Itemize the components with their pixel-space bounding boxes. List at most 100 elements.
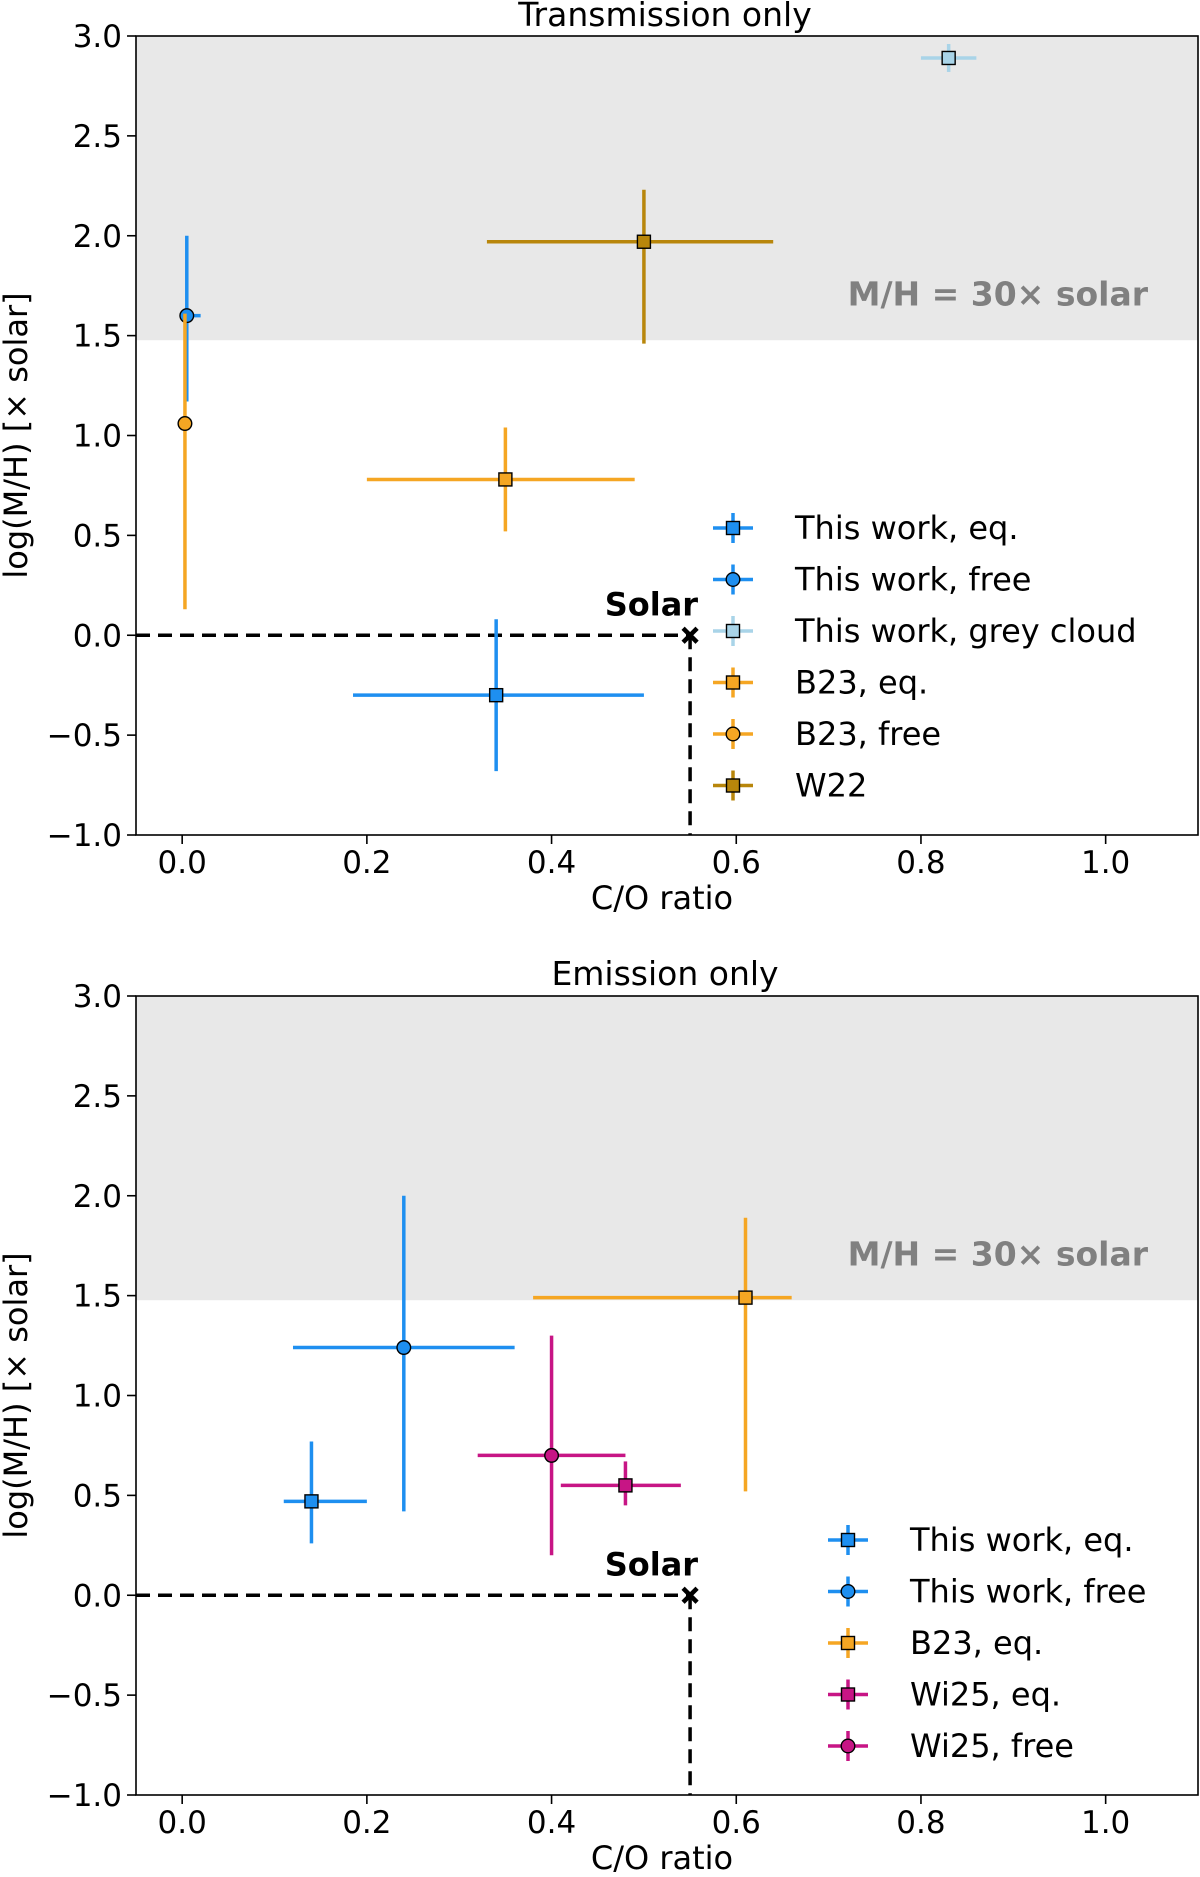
shaded-region-label: M/H = 30× solar	[848, 1235, 1149, 1274]
legend-marker	[725, 623, 741, 639]
series-3	[560, 1461, 681, 1506]
x-tick-label: 0.4	[527, 845, 576, 881]
y-tick-label: 1.5	[73, 1279, 122, 1315]
x-tick-label: 0.0	[158, 1805, 207, 1841]
series-4	[177, 313, 193, 610]
shaded-region	[136, 36, 1198, 341]
legend-label: This work, free	[794, 561, 1031, 599]
y-tick-label: 2.0	[73, 1179, 122, 1215]
y-tick-label: 0.5	[73, 518, 122, 554]
legend-entry: Wi25, free	[828, 1727, 1074, 1765]
solar-marker	[681, 626, 699, 644]
legend-label: Wi25, eq.	[910, 1676, 1061, 1714]
legend-marker	[840, 1687, 856, 1702]
legend-marker	[725, 726, 741, 742]
legend-label: W22	[795, 767, 867, 805]
data-point	[636, 234, 652, 249]
panel-transmission: M/H = 30× solar Solar 0.0 0.2 0.4 0.6 0.8 1.0 −1…	[0, 0, 1199, 917]
y-tick-label: −0.5	[47, 718, 122, 754]
y-tick-label: 0.0	[73, 618, 122, 654]
series-0	[353, 619, 644, 772]
legend-marker	[840, 1532, 856, 1548]
legend: This work, eq. This work, free This work, …	[713, 509, 1137, 805]
x-tick-label: 0.0	[158, 845, 207, 881]
y-tick-label: −1.0	[47, 818, 122, 854]
y-tick-label: −1.0	[47, 1778, 122, 1814]
legend-entry: This work, grey cloud	[713, 612, 1137, 650]
data-point	[179, 308, 195, 324]
y-tick-label: 1.5	[73, 319, 122, 355]
legend-marker	[840, 1583, 856, 1599]
legend-entry: This work, eq.	[713, 509, 1019, 547]
x-axis-label: C/O ratio	[591, 1839, 733, 1877]
series-5	[486, 189, 774, 344]
legend-marker	[840, 1738, 856, 1754]
legend-marker	[725, 778, 741, 793]
y-tick-label: 0.5	[73, 1478, 122, 1514]
legend-marker	[725, 675, 741, 690]
data-point	[618, 1478, 633, 1493]
x-tick-label: 0.2	[342, 1805, 391, 1841]
legend-entry: B23, eq.	[713, 664, 928, 702]
series-3	[366, 427, 635, 532]
data-point	[396, 1340, 412, 1356]
data-point	[941, 50, 956, 66]
x-tick-label: 1.0	[1081, 845, 1130, 881]
legend-marker	[725, 520, 741, 536]
panel-emission: M/H = 30× solar Solar 0.0 0.2 0.4 0.6 0.8 1.0 −1…	[0, 954, 1199, 1877]
series-0	[283, 1441, 367, 1544]
legend-label: This work, eq.	[909, 1521, 1134, 1559]
series-4	[477, 1335, 626, 1556]
y-tick-label: 3.0	[73, 979, 122, 1015]
panel-title: Transmission only	[517, 0, 811, 34]
legend-label: This work, free	[909, 1573, 1146, 1611]
legend-entry: This work, free	[828, 1573, 1146, 1611]
y-tick-label: 0.0	[73, 1578, 122, 1614]
legend: This work, eq. This work, free B23, eq. Wi2…	[828, 1521, 1146, 1765]
x-tick-label: 0.8	[896, 1805, 945, 1841]
y-tick-label: 1.0	[73, 1379, 122, 1415]
legend-label: B23, free	[795, 715, 941, 753]
series-2	[533, 1217, 792, 1492]
legend-entry: W22	[713, 767, 867, 805]
legend-label: This work, eq.	[794, 509, 1019, 547]
y-tick-label: 2.5	[73, 1079, 122, 1115]
x-tick-label: 0.2	[342, 845, 391, 881]
data-point	[177, 416, 193, 432]
data-point	[488, 687, 504, 703]
x-tick-label: 1.0	[1081, 1805, 1130, 1841]
x-tick-label: 0.8	[896, 845, 945, 881]
solar-label: Solar	[605, 585, 699, 623]
x-axis-label: C/O ratio	[591, 879, 733, 917]
shaded-region-label: M/H = 30× solar	[848, 275, 1149, 314]
series-1	[292, 1195, 515, 1512]
legend-marker	[725, 572, 741, 588]
legend-label: Wi25, free	[910, 1727, 1074, 1765]
legend-label: B23, eq.	[910, 1624, 1043, 1662]
legend-entry: This work, eq.	[828, 1521, 1134, 1559]
y-tick-label: 2.5	[73, 119, 122, 155]
y-tick-label: 1.0	[73, 419, 122, 455]
y-axis-label: log(M/H) [× solar]	[0, 1252, 35, 1538]
solar-label: Solar	[605, 1545, 699, 1583]
series-2	[920, 43, 977, 72]
legend-label: B23, eq.	[795, 664, 928, 702]
y-tick-label: 2.0	[73, 219, 122, 255]
x-tick-label: 0.6	[712, 845, 761, 881]
legend-entry: This work, free	[713, 561, 1031, 599]
panel-title: Emission only	[551, 954, 778, 993]
shaded-region	[136, 996, 1198, 1301]
x-tick-label: 0.4	[527, 1805, 576, 1841]
legend-marker	[840, 1635, 856, 1651]
solar-marker	[681, 1586, 699, 1604]
data-point	[738, 1290, 753, 1305]
legend-entry: Wi25, eq.	[828, 1676, 1061, 1714]
x-tick-label: 0.6	[712, 1805, 761, 1841]
data-point	[498, 472, 513, 487]
y-tick-label: −0.5	[47, 1678, 122, 1714]
data-point	[304, 1494, 319, 1509]
data-point	[544, 1447, 560, 1463]
legend-entry: B23, eq.	[828, 1624, 1043, 1662]
y-tick-label: 3.0	[73, 19, 122, 55]
